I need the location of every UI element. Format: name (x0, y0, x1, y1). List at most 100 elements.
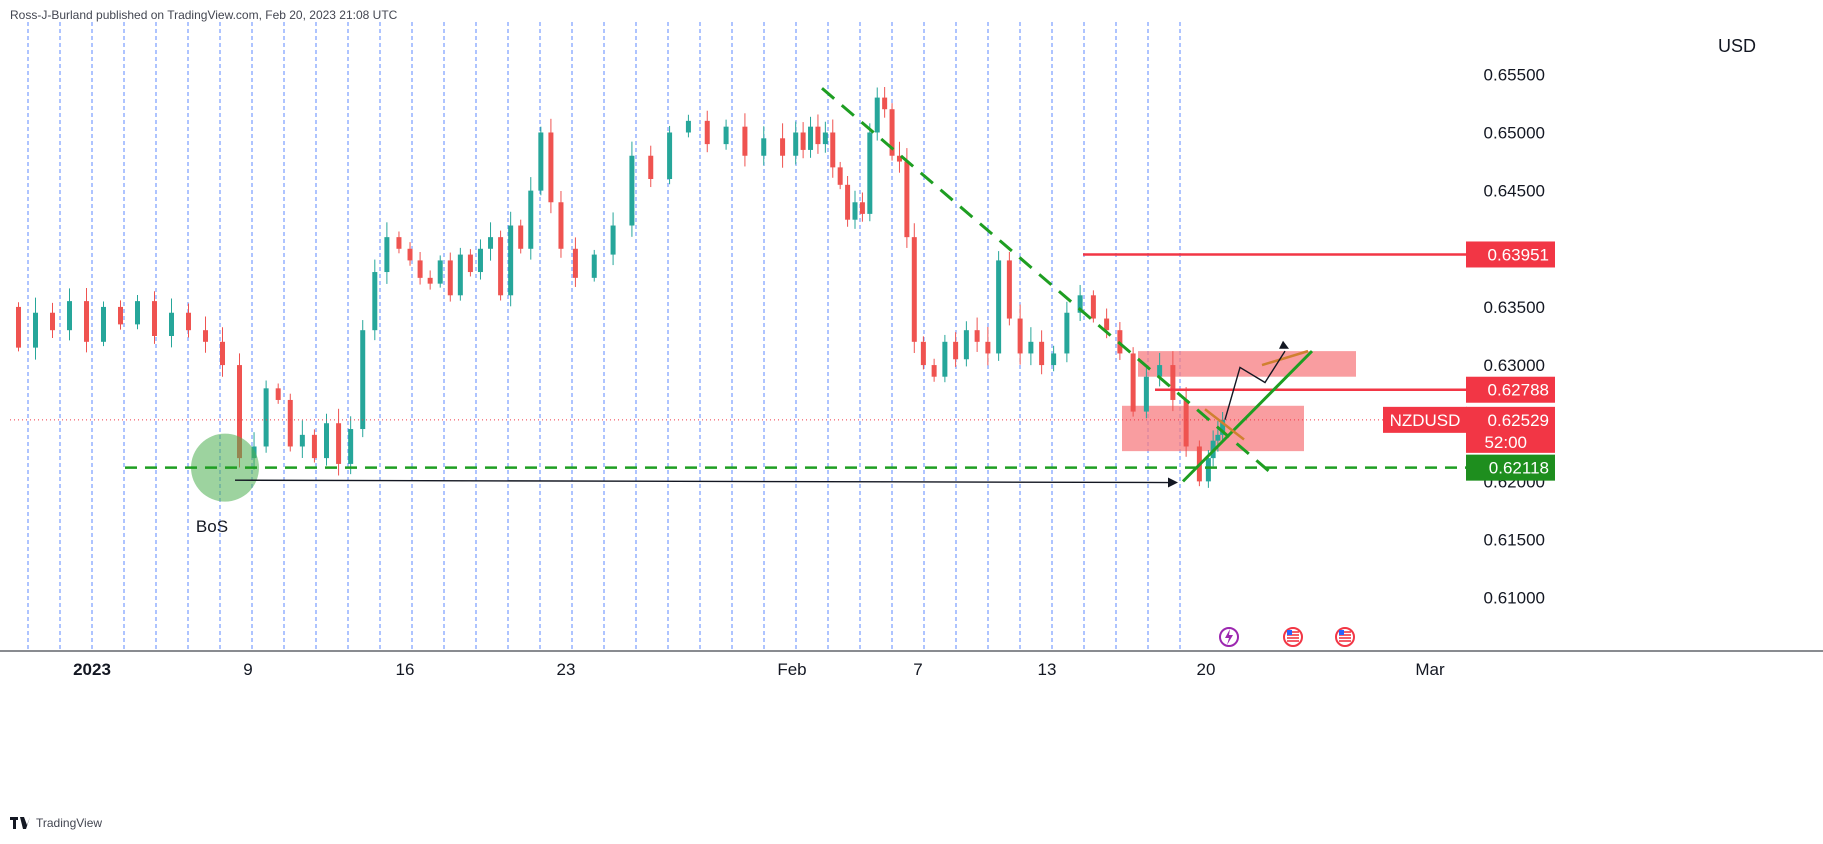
candle-body (396, 237, 402, 249)
candle-body (33, 312, 38, 348)
candle-body (911, 237, 917, 342)
candle-body (538, 132, 544, 191)
candle-body (704, 120, 710, 145)
current-price-label-box (1466, 406, 1555, 453)
time-tick-label: 20 (1197, 660, 1216, 679)
candle-body (50, 312, 55, 331)
candle-body (1143, 376, 1149, 412)
candle-body (427, 277, 433, 284)
candle-body (263, 388, 269, 447)
candle-body (518, 225, 524, 249)
candle-body (591, 254, 597, 278)
candle-body (800, 132, 806, 150)
candle-body (1051, 353, 1057, 366)
candle-series (16, 87, 1226, 488)
candle-body (203, 330, 208, 342)
short-brown-trendline (1204, 408, 1245, 441)
time-tick-label: 2023 (73, 660, 111, 679)
tradingview-brand: TradingView (36, 816, 103, 830)
time-tick-label: Feb (777, 660, 806, 679)
candle-body (1039, 341, 1045, 366)
candle-body (152, 301, 157, 336)
support-label-box (1466, 454, 1555, 481)
candle-body (685, 120, 691, 133)
candle-body (837, 167, 843, 185)
candle-body (324, 423, 329, 459)
candle-body (372, 272, 378, 331)
candle-body (1077, 295, 1083, 313)
projection-path (1224, 350, 1286, 420)
candle-body (169, 312, 174, 336)
candle-body (186, 312, 191, 331)
candle-body (237, 365, 242, 459)
time-tick-label: 7 (913, 660, 922, 679)
candle-body (629, 155, 635, 226)
candle-body (275, 388, 281, 400)
price-tick-label: 0.65500 (1484, 65, 1545, 84)
price-tick-label: 0.63000 (1484, 356, 1545, 375)
candle-body (830, 132, 836, 168)
vertical-grid (27, 22, 1181, 650)
candle-body (953, 341, 959, 360)
candle-body (896, 155, 902, 162)
candle-body (1017, 318, 1023, 354)
candle-body (67, 301, 72, 331)
candle-body (874, 97, 880, 133)
candle-body (488, 237, 494, 249)
candle-body (610, 225, 616, 255)
candle-body (648, 155, 654, 179)
bos-label: BoS (196, 517, 228, 536)
ascending-trendline (1181, 350, 1314, 483)
resistance-label-box (1466, 241, 1555, 268)
price-labels: 0.63951 0.62788 0.62529 52:00 0.62118 NZDUSD (1383, 241, 1555, 481)
candle-body (528, 190, 534, 249)
support-label-value: 0.62118 (1489, 459, 1549, 478)
descending-trendline (821, 87, 1271, 474)
supply-demand-zones (1122, 351, 1356, 452)
candle-body (963, 330, 969, 360)
lightning-event-icon[interactable] (1219, 627, 1239, 647)
current-price-label-value: 0.62529 (1488, 411, 1549, 430)
candle-body (407, 248, 413, 261)
candle-body (1220, 419, 1226, 435)
candle-body (1104, 318, 1110, 331)
candle-body (498, 237, 504, 296)
us-flag-event-icon[interactable] (1283, 627, 1303, 647)
candle-body (845, 184, 851, 220)
candle-body (920, 341, 926, 366)
zone-top-label-box (1466, 376, 1555, 403)
time-tick-label: 23 (557, 660, 576, 679)
tradingview-footer[interactable]: TradingView (10, 816, 102, 830)
candle-body (348, 429, 354, 464)
candle-body (558, 202, 564, 249)
candle-body (508, 225, 514, 296)
candle-body (336, 423, 342, 464)
candle-body (437, 260, 443, 284)
candle-body (311, 434, 317, 459)
candle-body (723, 126, 729, 145)
current-price-label-countdown: 52:00 (1484, 433, 1527, 452)
candle-body (889, 109, 895, 156)
candle-body (793, 132, 799, 156)
candle-body (1205, 458, 1211, 482)
candle-body (467, 254, 473, 273)
candle-body (1183, 399, 1189, 447)
candle-body (1090, 295, 1096, 319)
price-tick-label: 0.61000 (1484, 589, 1545, 608)
candle-body (220, 341, 225, 366)
candle-body (808, 126, 814, 150)
candle-body (101, 306, 106, 342)
candle-body (1028, 341, 1034, 354)
candle-body (299, 434, 305, 447)
candle-body (1170, 365, 1176, 400)
candle-body (931, 365, 937, 377)
time-tick-label: 13 (1038, 660, 1057, 679)
candle-body (548, 132, 554, 203)
zone-top-label-value: 0.62788 (1488, 381, 1549, 400)
price-tick-label: 0.64500 (1484, 182, 1545, 201)
price-tick-label: 0.65000 (1484, 123, 1545, 142)
candle-body (118, 306, 123, 325)
us-flag-event-icon[interactable] (1335, 627, 1355, 647)
candle-body (360, 330, 366, 430)
